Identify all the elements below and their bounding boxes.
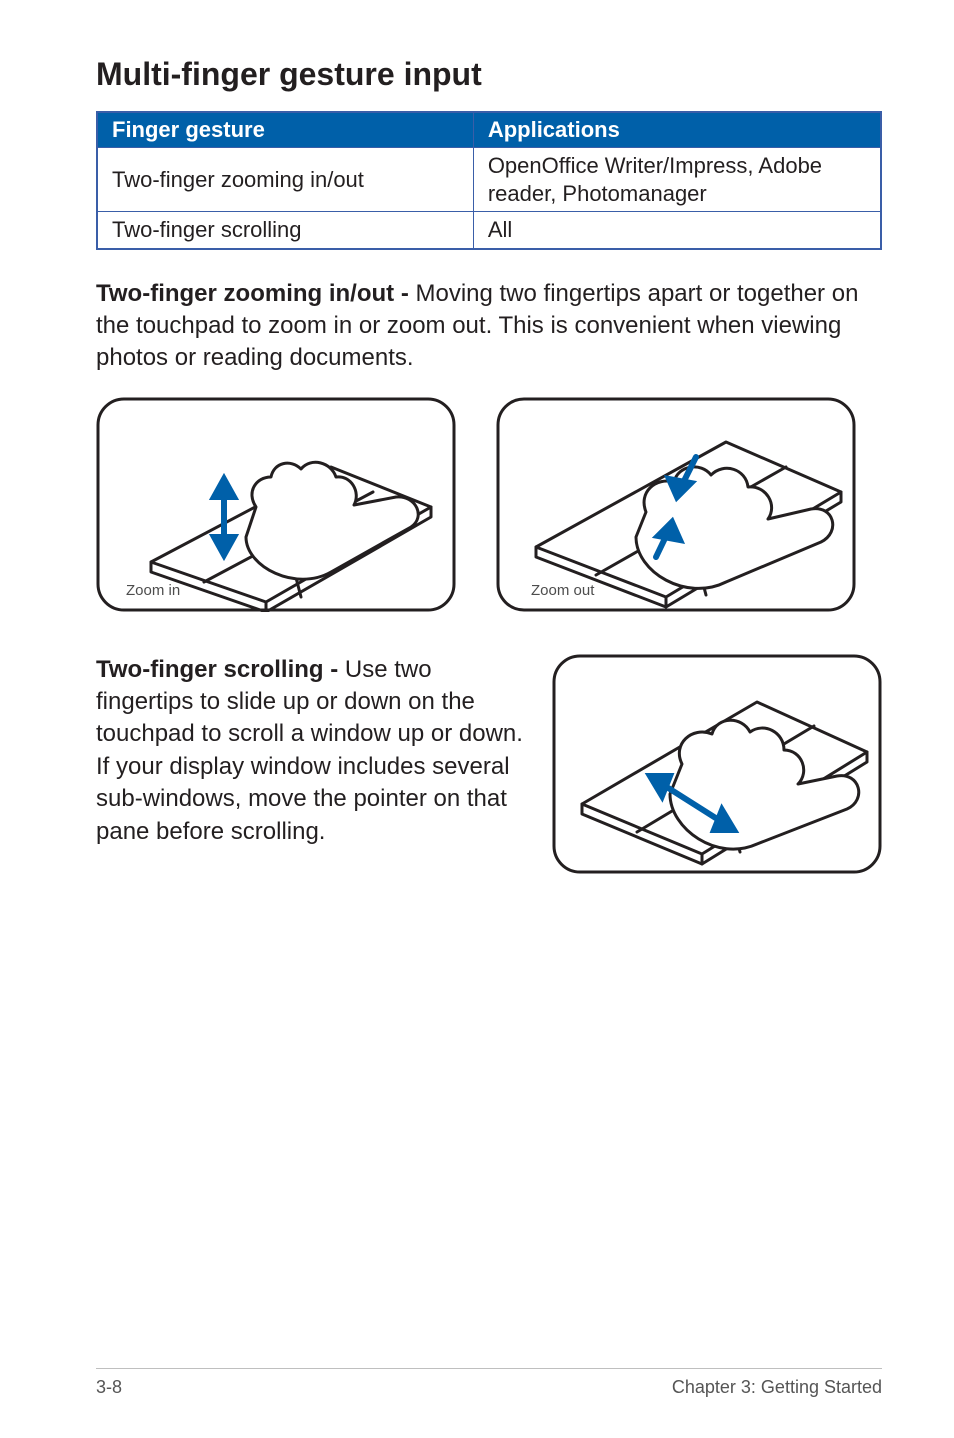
page-footer: 3-8 Chapter 3: Getting Started — [96, 1368, 882, 1398]
para-scroll-text: Use two fingertips to slide up or down o… — [96, 656, 523, 845]
cell-gesture: Two-finger scrolling — [97, 212, 473, 249]
caption-zoom-out: Zoom out — [531, 582, 595, 599]
footer-page-number: 3-8 — [96, 1377, 122, 1398]
section-heading: Multi-finger gesture input — [96, 56, 882, 93]
caption-zoom-in: Zoom in — [126, 582, 180, 599]
para-zoom-bold: Two-finger zooming in/out - — [96, 280, 416, 307]
touchpad-zoom-in-icon: Zoom in — [96, 397, 456, 612]
para-scroll-bold: Two-finger scrolling - — [96, 656, 345, 683]
table-header-apps: Applications — [473, 112, 881, 148]
touchpad-zoom-out-icon: Zoom out — [496, 397, 856, 612]
figure-scroll — [552, 654, 882, 874]
table-row: Two-finger scrolling All — [97, 212, 881, 249]
figure-zoom-in: Zoom in — [96, 397, 456, 612]
cell-gesture: Two-finger zooming in/out — [97, 148, 473, 212]
para-zoom: Two-finger zooming in/out - Moving two f… — [96, 278, 882, 375]
table-row: Two-finger zooming in/out OpenOffice Wri… — [97, 148, 881, 212]
touchpad-scroll-icon — [552, 654, 882, 874]
gesture-table: Finger gesture Applications Two-finger z… — [96, 111, 882, 250]
cell-apps: All — [473, 212, 881, 249]
zoom-figures-row: Zoom in Zoom out — [96, 397, 882, 612]
scroll-section: Two-finger scrolling - Use two fingertip… — [96, 654, 882, 874]
footer-chapter: Chapter 3: Getting Started — [672, 1377, 882, 1398]
figure-zoom-out: Zoom out — [496, 397, 856, 612]
cell-apps: OpenOffice Writer/Impress, Adobe reader,… — [473, 148, 881, 212]
para-scroll: Two-finger scrolling - Use two fingertip… — [96, 654, 528, 848]
table-header-gesture: Finger gesture — [97, 112, 473, 148]
